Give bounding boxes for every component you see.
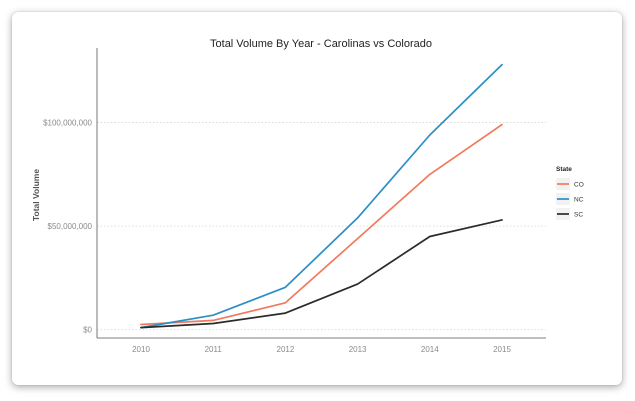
y-axis-label: Total Volume [31,169,41,221]
axes [96,48,546,339]
series-line-nc [140,63,503,329]
x-tick-label: 2010 [132,345,150,354]
x-tick-labels: 2010 2011 2012 2013 2014 2015 [132,345,511,354]
series-line-sc [140,219,503,329]
y-tick-label: $50,000,000 [48,222,93,231]
legend-label-sc: SC [574,212,583,219]
series-line-co [140,123,503,326]
grid-lines [97,122,546,331]
x-tick-label: 2015 [493,345,511,354]
x-tick-label: 2012 [277,345,295,354]
legend: State CO NC SC [556,166,584,220]
y-tick-label: $0 [83,326,92,335]
legend-label-nc: NC [574,197,584,204]
series-lines [140,63,503,329]
chart-title: Total Volume By Year - Carolinas vs Colo… [210,38,432,50]
x-tick-label: 2011 [205,345,223,354]
chart-card [12,12,622,385]
x-tick-label: 2014 [421,345,439,354]
y-tick-label: $100,000,000 [43,119,92,128]
y-tick-labels: $0 $50,000,000 $100,000,000 [43,119,92,335]
legend-title: State [556,166,572,173]
x-tick-label: 2013 [349,345,367,354]
legend-label-co: CO [574,182,584,189]
